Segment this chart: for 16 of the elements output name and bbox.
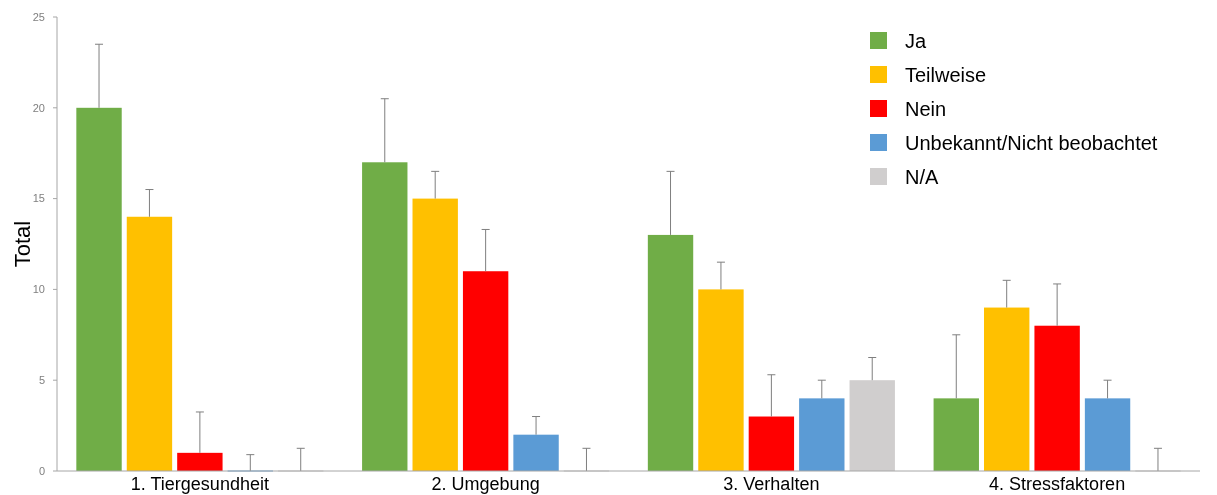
- y-tick-label: 0: [38, 464, 45, 477]
- x-tick-label: 1. Tiergesundheit: [130, 474, 269, 494]
- x-tick-label: 2. Umgebung: [431, 474, 540, 494]
- legend-label: Nein: [905, 98, 947, 120]
- legend-label: Teilweise: [905, 64, 987, 86]
- y-tick-label: 10: [32, 283, 45, 296]
- legend-label: Ja: [905, 30, 927, 52]
- legend-label: N/A: [905, 166, 939, 188]
- x-tick-label: 3. Verhalten: [723, 474, 820, 494]
- y-axis-title: Total: [10, 220, 35, 268]
- legend-label: Unbekannt/Nicht beobachtet: [905, 132, 1158, 154]
- y-tick-label: 20: [32, 101, 45, 114]
- y-tick-label: 15: [32, 192, 45, 205]
- x-tick-label: 4. Stressfaktoren: [989, 474, 1126, 494]
- y-tick-label: 5: [38, 374, 45, 387]
- y-tick-label: 25: [32, 10, 45, 23]
